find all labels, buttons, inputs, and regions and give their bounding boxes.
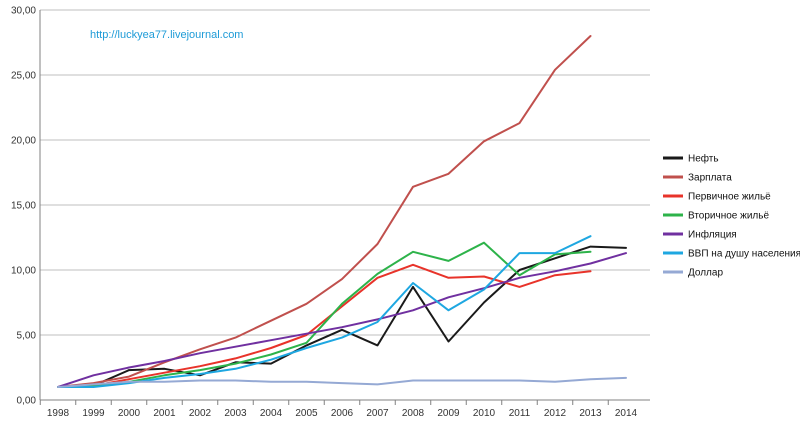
series-line-3 [57, 263, 592, 388]
x-tick-label: 2014 [615, 408, 638, 419]
x-tick-label: 2004 [260, 408, 283, 419]
x-tick-label: 2002 [189, 408, 212, 419]
x-tick-label: 2012 [544, 408, 567, 419]
legend-label: Инфляция [688, 229, 737, 241]
y-tick-label: 0,00 [17, 396, 37, 407]
series-line-7 [57, 376, 627, 388]
series-lines [57, 35, 627, 388]
x-tick-label: 2007 [366, 408, 389, 419]
y-tick-label: 15,00 [11, 201, 36, 212]
legend-label: Вторичное жильё [688, 211, 769, 222]
x-tick-label: 2009 [437, 408, 460, 419]
series-line-1 [57, 245, 627, 388]
legend-label: Зарплата [688, 173, 732, 184]
legend-label: Первичное жильё [688, 192, 771, 203]
series-line-4 [57, 241, 592, 388]
y-tick-label: 5,00 [17, 331, 37, 342]
axes: 0,00 5,00 10,00 15,00 20,00 25,00 30,00 1998 199… [11, 6, 650, 419]
legend: Нефть Зарплата Первичное жильё Вторичное жи… [663, 153, 800, 279]
legend-label: Доллар [688, 268, 723, 279]
x-tick-label: 1999 [82, 408, 105, 419]
x-tick-label: 2005 [295, 408, 318, 419]
x-tick-label: 2000 [118, 408, 141, 419]
y-tick-label: 10,00 [11, 266, 36, 277]
x-tick-label: 1998 [47, 408, 70, 419]
x-tick-label: 2011 [509, 408, 531, 419]
x-tick-label: 2013 [579, 408, 602, 419]
x-tick-label: 2006 [331, 408, 354, 419]
y-tick-label: 25,00 [11, 71, 36, 82]
watermark-text: http://luckyea77.livejournal.com [90, 29, 243, 41]
series-line-2 [57, 35, 592, 388]
y-tick-label: 30,00 [11, 6, 36, 17]
series-line-5 [57, 252, 627, 388]
gridlines [40, 9, 650, 336]
x-tick-label: 2010 [473, 408, 496, 419]
legend-label: Нефть [688, 153, 719, 165]
series-line-6 [57, 235, 592, 388]
x-tick-label: 2003 [224, 408, 247, 419]
x-tick-label: 2001 [153, 408, 176, 419]
y-tick-label: 20,00 [11, 136, 36, 147]
x-tick-label: 2008 [402, 408, 425, 419]
legend-label: ВВП на душу населения [688, 249, 800, 260]
